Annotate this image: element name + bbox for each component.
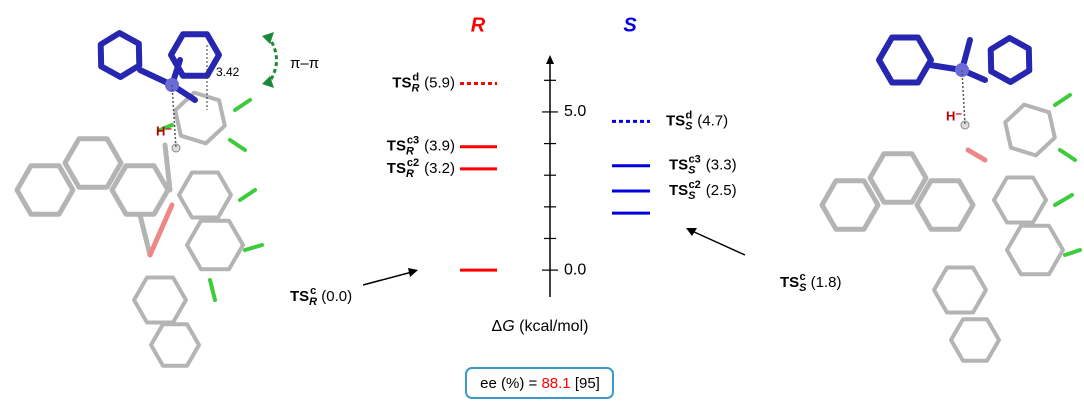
level-sub: R [411,82,419,94]
pi-label: π–π [290,55,319,72]
molecule-bond [968,150,985,160]
molecule-ring [187,221,243,269]
molecule-ring [991,38,1030,82]
level-main: TS [669,157,688,174]
level-sub: R [406,168,414,180]
y-tick-label: 5.0 [564,103,586,120]
ee-bracket: [95] [575,375,600,392]
level-value: (4.7) [697,112,728,129]
pointer-arrow [363,272,412,285]
level-sup: c2 [689,179,701,191]
molecule-ring [994,178,1046,223]
series-header: S [623,14,637,36]
level-label: TSRc3(3.9) [387,135,455,158]
level-label: TSRc2 (3.2) [387,157,455,180]
molecule-bond [140,215,150,255]
axis-title: ΔG (kcal/mol) [492,318,589,335]
molecule-ring [934,268,986,313]
axis-delta: Δ [492,318,503,335]
molecules [17,33,1080,366]
molecule-bond [1055,95,1070,105]
molecule-ring [822,181,878,229]
level-value: (1.8) [811,274,842,291]
level-sup: d [686,109,693,121]
pointer-arrow [692,231,745,255]
level-main: TS [666,112,685,129]
level-sup: c [800,271,806,283]
molecule-ring [951,319,999,361]
level-sub: S [685,120,693,132]
level-label: TSRc (0.0) [290,285,352,308]
molecule-bond [1055,195,1072,205]
molecule-ring [879,38,931,83]
molecule-ring [175,93,225,144]
molecule-ring [65,139,121,187]
molecule-ring [17,166,73,214]
hydride-label: H⁻ [946,108,962,123]
molecule-bond [1065,250,1080,255]
level-label: TSSc2 (2.5) [669,179,737,202]
level-value: (5.9) [424,74,455,91]
molecule-bond [210,280,215,300]
level-value: (2.5) [706,182,737,199]
ee-prefix: ee (%) = [480,375,537,392]
molecule-ring [151,324,199,366]
molecule-ring [179,173,231,218]
level-sup: c2 [407,157,419,169]
distance-label: 3.42 [216,65,240,79]
molecule-ring [870,154,926,202]
molecule-ring [917,181,973,229]
molecule-bond [240,190,255,200]
level-value: (3.9) [424,138,455,155]
molecule-ring [1007,226,1063,274]
y-axis-arrowhead [546,55,554,64]
level-sup: c3 [407,135,419,147]
level-main: TS [669,182,688,199]
y-tick-label: 0.0 [564,261,586,278]
level-sub: S [799,282,807,294]
ee-value: 88.1 [541,375,570,392]
axis-unit: (kcal/mol) [519,318,588,335]
axis-variable: G [502,318,514,335]
level-sup: c3 [689,154,701,166]
molecule-ring [112,166,168,214]
level-value: (3.3) [706,157,737,174]
level-label: TSRd (5.9) [392,71,455,94]
level-label: TSSd (4.7) [666,109,728,132]
pointer-arrowhead [408,268,418,277]
molecule-ring [134,278,186,323]
level-main: TS [387,160,406,177]
h-contact [962,70,965,125]
level-main: TS [387,138,406,155]
level-value: (0.0) [321,288,352,305]
molecule-bond [230,140,245,150]
level-label: TSSc (1.8) [780,271,841,294]
level-sub: S [688,165,696,177]
level-main: TS [780,274,799,291]
molecule-bond [235,100,250,110]
molecule-bond [1060,150,1075,160]
level-sub: R [309,296,317,308]
molecule-bond [245,245,262,250]
level-main: TS [290,288,309,305]
molecule-ring [101,33,140,77]
molecule-ring [1005,105,1055,156]
level-sup: d [412,71,419,83]
level-main: TS [392,74,411,91]
ee-text: ee (%) = 88.1 [95] [480,375,600,392]
hydride-label: H⁻ [156,123,172,138]
level-label: TSSc3 (3.3) [669,154,737,177]
level-sup: c [310,285,316,297]
level-sub: S [688,190,696,202]
figure: π–π 3.42 H⁻ H⁻ ee (%) = 88.1 [95] ΔG (kc… [0,0,1084,401]
series-header: R [471,14,486,36]
level-value: (3.2) [424,160,455,177]
